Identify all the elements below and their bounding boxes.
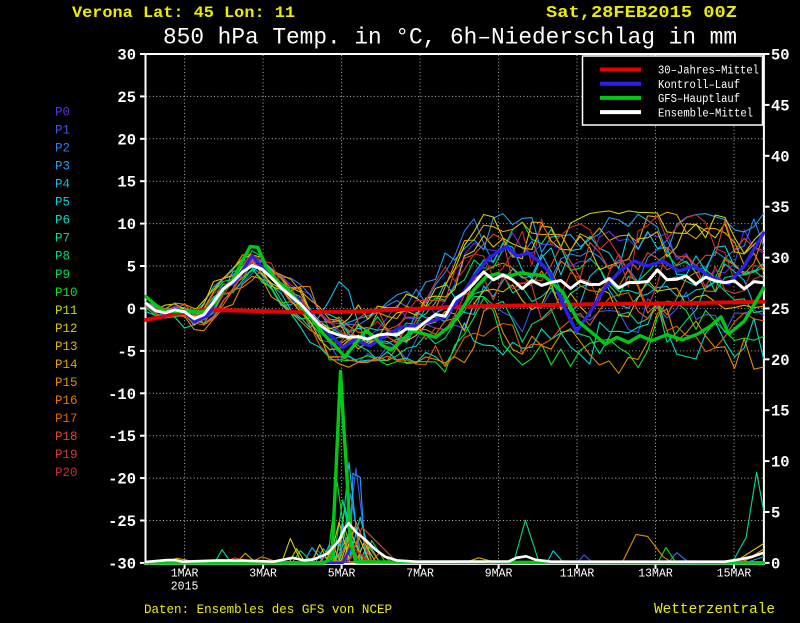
svg-text:-30: -30: [108, 555, 136, 573]
svg-text:5: 5: [127, 259, 136, 277]
svg-text:10: 10: [117, 216, 136, 234]
svg-text:P19: P19: [55, 448, 78, 462]
svg-text:Daten: Ensembles des GFS von N: Daten: Ensembles des GFS von NCEP: [144, 603, 392, 617]
svg-text:P3: P3: [55, 160, 70, 174]
svg-text:30: 30: [771, 250, 790, 268]
svg-text:Wetterzentrale: Wetterzentrale: [654, 602, 775, 618]
svg-text:P17: P17: [55, 412, 78, 426]
svg-text:P5: P5: [55, 196, 70, 210]
svg-text:15: 15: [117, 174, 136, 192]
svg-text:P10: P10: [55, 286, 78, 300]
svg-text:5: 5: [771, 505, 780, 523]
svg-text:P7: P7: [55, 232, 70, 246]
svg-text:20: 20: [117, 131, 136, 149]
svg-text:50: 50: [771, 47, 790, 65]
svg-text:11MAR: 11MAR: [560, 568, 595, 581]
svg-text:P6: P6: [55, 214, 70, 228]
svg-text:Ensemble–Mittel: Ensemble–Mittel: [658, 107, 753, 120]
svg-text:-5: -5: [117, 343, 136, 361]
svg-text:7MAR: 7MAR: [406, 568, 434, 581]
svg-text:15: 15: [771, 403, 790, 421]
svg-text:2015: 2015: [171, 581, 199, 594]
svg-text:30–Jahres–Mittel: 30–Jahres–Mittel: [658, 65, 759, 78]
svg-text:P8: P8: [55, 250, 70, 264]
svg-text:P4: P4: [55, 178, 70, 192]
svg-text:P0: P0: [55, 106, 70, 120]
svg-text:9MAR: 9MAR: [485, 568, 513, 581]
svg-text:30: 30: [117, 47, 136, 65]
svg-text:35: 35: [771, 199, 790, 217]
svg-text:15MAR: 15MAR: [717, 568, 752, 581]
svg-text:P11: P11: [55, 304, 78, 318]
svg-text:850 hPa Temp. in °C, 6h–Nieder: 850 hPa Temp. in °C, 6h–Niederschlag in …: [163, 25, 737, 51]
svg-text:-15: -15: [108, 428, 136, 446]
svg-text:5MAR: 5MAR: [328, 568, 356, 581]
svg-text:-20: -20: [108, 471, 136, 489]
svg-text:P9: P9: [55, 268, 70, 282]
svg-text:P13: P13: [55, 340, 78, 354]
svg-text:P14: P14: [55, 358, 78, 372]
svg-text:P20: P20: [55, 466, 78, 480]
svg-text:P18: P18: [55, 430, 78, 444]
svg-text:13MAR: 13MAR: [638, 568, 673, 581]
svg-text:Kontroll–Lauf: Kontroll–Lauf: [658, 79, 740, 92]
svg-text:Sat,28FEB2015 00Z: Sat,28FEB2015 00Z: [546, 4, 737, 23]
svg-text:25: 25: [117, 89, 136, 107]
svg-text:-10: -10: [108, 386, 136, 404]
svg-text:-25: -25: [108, 513, 136, 531]
svg-text:1MAR: 1MAR: [171, 568, 199, 581]
svg-text:0: 0: [127, 301, 136, 319]
svg-text:25: 25: [771, 301, 790, 319]
svg-text:40: 40: [771, 148, 790, 166]
svg-text:3MAR: 3MAR: [249, 568, 277, 581]
svg-text:0: 0: [771, 555, 780, 573]
svg-text:P15: P15: [55, 376, 78, 390]
svg-text:P16: P16: [55, 394, 78, 408]
svg-text:Verona Lat: 45 Lon: 11: Verona Lat: 45 Lon: 11: [72, 4, 295, 22]
svg-text:P1: P1: [55, 124, 70, 138]
svg-text:45: 45: [771, 97, 790, 115]
svg-text:P2: P2: [55, 142, 70, 156]
svg-text:P12: P12: [55, 322, 78, 336]
svg-text:20: 20: [771, 352, 790, 370]
svg-text:10: 10: [771, 454, 790, 472]
svg-text:GFS–Hauptlauf: GFS–Hauptlauf: [658, 93, 740, 106]
